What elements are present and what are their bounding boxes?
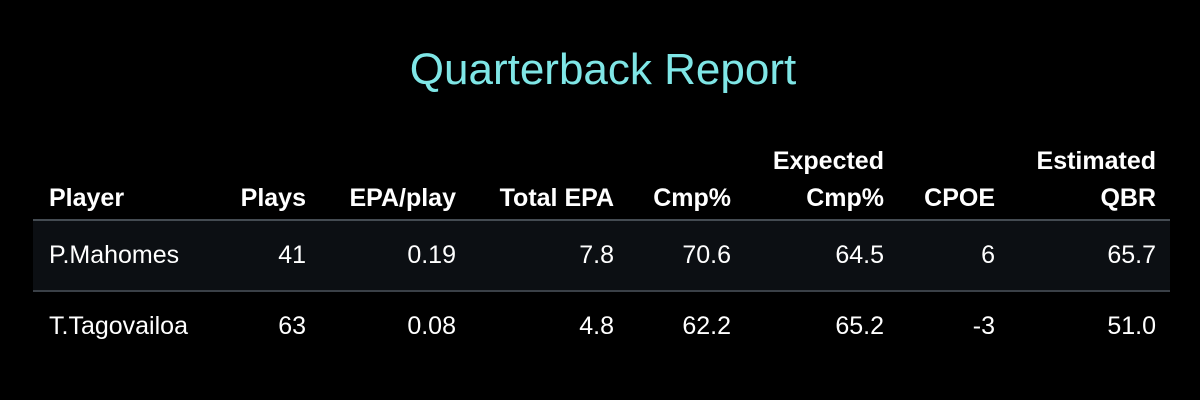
column-header-text: QBR <box>1100 184 1156 212</box>
cell-cmp-pct: 70.6 <box>628 220 745 292</box>
column-header-player: Player <box>33 125 218 221</box>
cell-cpoe: 6 <box>898 220 1009 292</box>
column-header-text: Plays <box>240 184 306 212</box>
cell-plays: 63 <box>278 312 306 340</box>
quarterback-table: Player Plays EPA/play Total EPA Cmp% Expected… <box>33 125 1170 361</box>
cell-plays: 41 <box>218 220 320 292</box>
cell-est-qbr: 51.0 <box>1107 312 1156 340</box>
cell-exp-cmp-pct: 64.5 <box>745 220 898 292</box>
table-row: T.Tagovailoa 63 0.08 4.8 62.2 65.2 -3 51.0 <box>33 291 1170 361</box>
cell-epa-play: 0.19 <box>320 220 470 292</box>
page-title: Quarterback Report <box>409 45 797 94</box>
cell-est-qbr: 65.7 <box>1009 220 1170 292</box>
column-header-epa-play: EPA/play <box>320 125 470 221</box>
column-header-text: Expected <box>772 147 884 175</box>
table-header-row: Player Plays EPA/play Total EPA Cmp% Expected… <box>33 125 1170 221</box>
cell-exp-cmp-pct: 65.2 <box>835 312 884 340</box>
column-header-text: Cmp% <box>806 184 884 212</box>
cell-cpoe: -3 <box>972 312 995 340</box>
column-header-text: Total EPA <box>499 184 614 212</box>
column-header-text: Cmp% <box>653 184 731 212</box>
table-body: P.Mahomes 41 0.19 7.8 70.6 64.5 6 65.7 T.Tagovai… <box>33 220 1170 361</box>
column-header-total-epa: Total EPA <box>470 125 628 221</box>
column-header-est-qbr: Estimated QBR <box>1009 125 1170 221</box>
column-header-cpoe: CPOE <box>898 125 1009 221</box>
table-row: P.Mahomes 41 0.19 7.8 70.6 64.5 6 65.7 <box>33 220 1170 292</box>
cell-total-epa: 7.8 <box>470 220 628 292</box>
column-header-plays: Plays <box>218 125 320 221</box>
cell-player: P.Mahomes <box>33 220 218 292</box>
cell-epa-play: 0.08 <box>407 312 456 340</box>
column-header-text: CPOE <box>924 184 995 212</box>
cell-cmp-pct: 62.2 <box>682 312 731 340</box>
column-header-exp-cmp-pct: Expected Cmp% <box>745 125 898 221</box>
cell-total-epa: 4.8 <box>579 312 614 340</box>
column-header-text: EPA/play <box>349 184 456 212</box>
column-header-cmp-pct: Cmp% <box>628 125 745 221</box>
column-header-text: Player <box>49 184 125 212</box>
cell-player: T.Tagovailoa <box>49 312 188 340</box>
column-header-text: Estimated <box>1036 147 1156 175</box>
